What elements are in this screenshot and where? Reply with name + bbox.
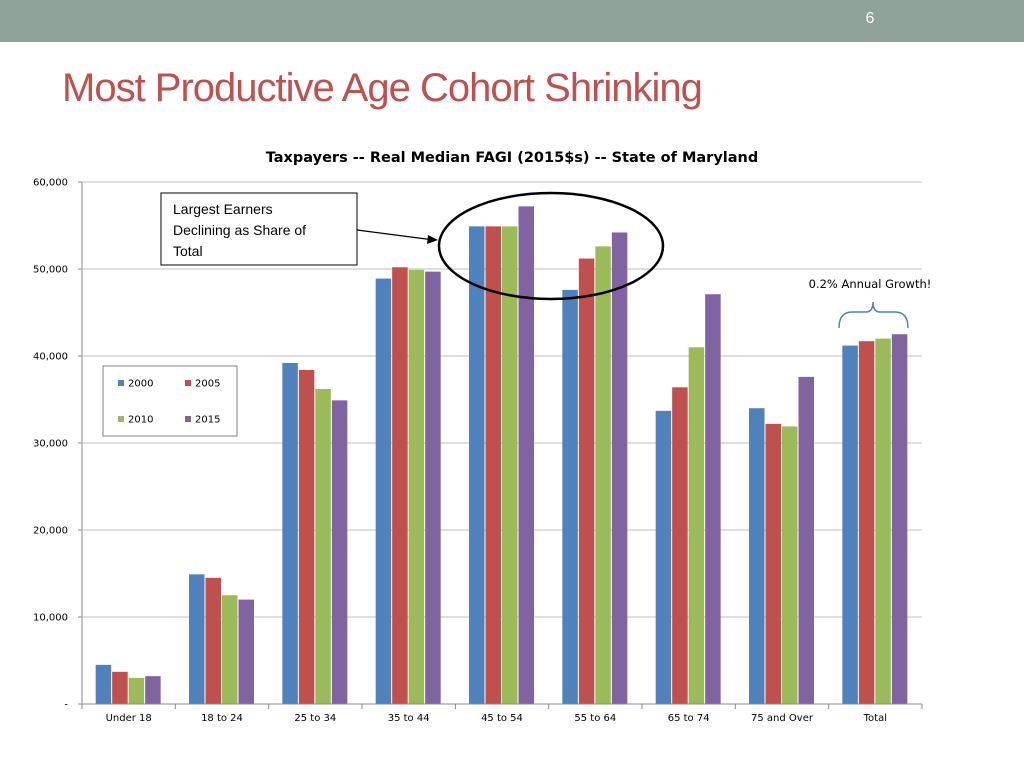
bar-2000	[749, 408, 765, 704]
bar-2005	[112, 671, 128, 704]
bar-2005	[298, 369, 315, 704]
legend-label: 2015	[195, 415, 220, 426]
x-tick-label: 35 to 44	[388, 713, 430, 724]
bar-2010	[595, 246, 611, 704]
bar-2005	[485, 226, 501, 704]
bar-2000	[655, 410, 672, 704]
bar-2010	[408, 269, 425, 704]
legend-swatch	[118, 380, 124, 386]
y-tick-label: 30,000	[33, 439, 68, 450]
bar-2015	[891, 334, 908, 704]
bar-2010	[502, 226, 518, 704]
slide-title: Most Productive Age Cohort Shrinking	[62, 66, 703, 110]
y-tick-labels: - 10,000 20,000 30,000 40,000 50,000 60,000	[33, 178, 68, 711]
bar-2015	[705, 294, 721, 704]
bars	[95, 206, 908, 705]
bar-2010	[222, 595, 238, 704]
bar-2005	[858, 341, 875, 704]
bar-2000	[95, 664, 112, 704]
bar-2015	[798, 376, 814, 704]
x-tick-label: 55 to 64	[574, 713, 616, 724]
bar-2000	[189, 574, 205, 704]
chart-title: Taxpayers -- Real Median FAGI (2015$s) -…	[266, 150, 758, 166]
legend-swatch	[118, 416, 124, 422]
bar-2000	[375, 278, 392, 704]
x-tick-label: 75 and Over	[751, 713, 814, 724]
bar-2005	[765, 423, 781, 704]
bar-2000	[842, 345, 858, 704]
y-tick-label: 10,000	[33, 613, 68, 624]
bar-2015	[425, 271, 441, 704]
bar-2015	[145, 676, 161, 704]
bar-2015	[238, 599, 254, 704]
legend-label: 2010	[128, 415, 153, 426]
bar-2005	[392, 267, 408, 704]
bar-2000	[282, 362, 298, 704]
growth-annotation: 0.2% Annual Growth!	[809, 277, 932, 291]
x-tick-labels: Under 18 18 to 24 25 to 34 35 to 44 45 to 54…	[106, 713, 887, 724]
highlight-ellipse	[437, 191, 665, 301]
bar-2000	[562, 289, 578, 704]
callout-arrow-line	[356, 229, 435, 241]
x-tick-label: Total	[863, 713, 887, 724]
bar-2010	[128, 677, 145, 704]
x-tick-label: Under 18	[106, 713, 152, 724]
y-tick-label: 20,000	[33, 526, 68, 537]
bar-2005	[672, 387, 688, 704]
callout-box: Largest Earners Declining as Share of To…	[160, 192, 358, 266]
bar-2010	[782, 426, 798, 704]
x-tick-label: 45 to 54	[481, 713, 523, 724]
legend-swatch	[185, 416, 191, 422]
callout-line-2: Declining as Share of	[173, 222, 306, 238]
y-tick-label: 40,000	[33, 352, 68, 363]
bar-2015	[518, 206, 534, 705]
legend-label: 2005	[195, 379, 220, 390]
x-tick-marks	[81, 704, 923, 709]
bar-2000	[469, 226, 485, 704]
x-tick-label: 65 to 74	[668, 713, 710, 724]
callout-arrowhead	[427, 235, 438, 244]
legend-box	[102, 365, 238, 437]
y-tick-label: 60,000	[33, 178, 68, 189]
x-tick-label: 18 to 24	[201, 713, 243, 724]
bar-2010	[688, 347, 705, 704]
x-tick-label: 25 to 34	[294, 713, 336, 724]
bar-2010	[875, 338, 891, 704]
bar-2015	[331, 400, 348, 704]
bar-2015	[611, 232, 628, 704]
legend-label: 2000	[128, 379, 153, 390]
y-tick-label: -	[64, 700, 68, 711]
slide-number: 6	[865, 10, 875, 27]
callout-line-3: Total	[173, 243, 203, 259]
growth-brace	[838, 301, 909, 329]
callout-rect	[160, 192, 358, 266]
y-tick-label: 50,000	[33, 265, 68, 276]
callout-line-1: Largest Earners	[173, 201, 273, 217]
bar-2005	[205, 577, 221, 704]
slide-header-bar	[0, 0, 1024, 42]
bar-2010	[315, 389, 331, 704]
legend: 2000 2005 2010 2015	[102, 365, 238, 437]
legend-swatch	[185, 380, 191, 386]
bar-2005	[578, 258, 595, 704]
